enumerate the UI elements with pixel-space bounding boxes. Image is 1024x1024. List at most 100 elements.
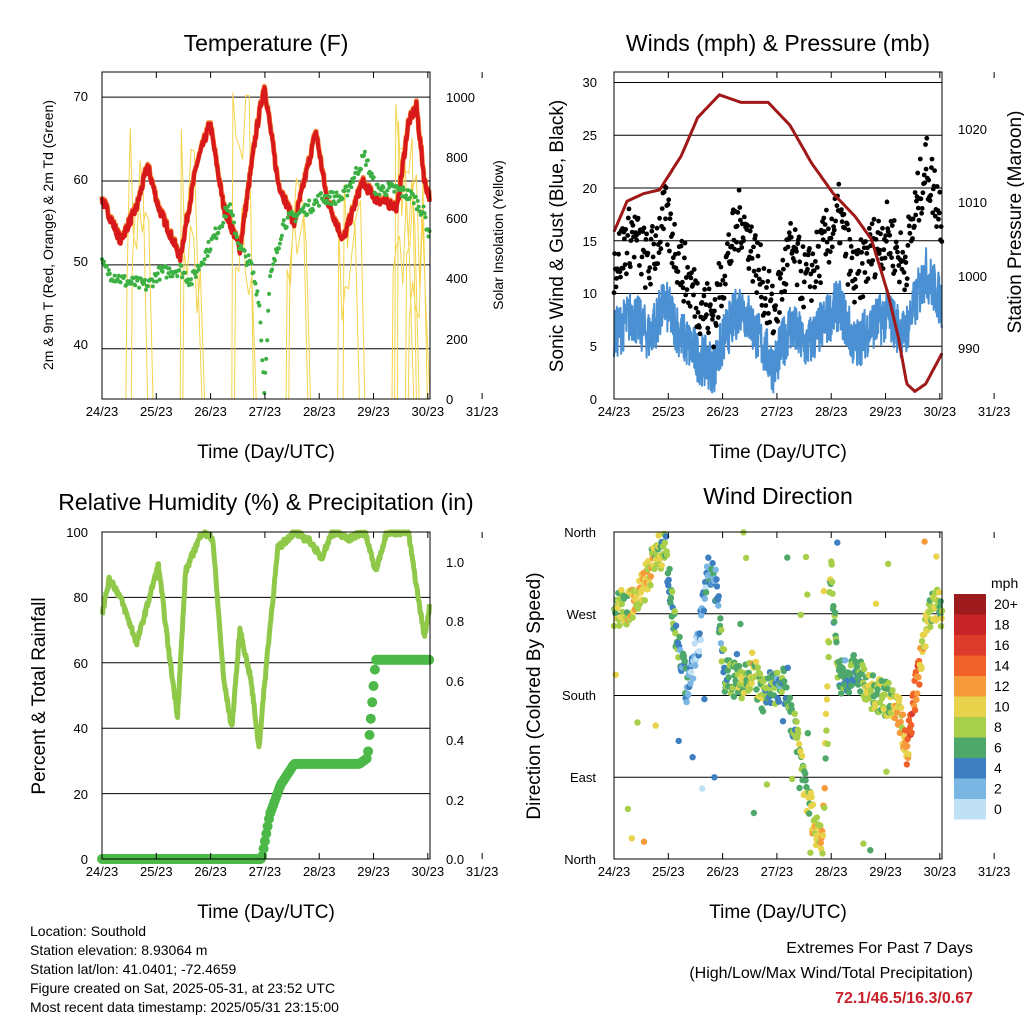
direction-point — [701, 695, 708, 703]
direction-point — [712, 566, 719, 573]
dewpoint-point — [175, 274, 180, 279]
direction-marks — [610, 529, 946, 857]
dewpoint-point — [186, 277, 190, 282]
gust-point — [680, 279, 685, 285]
direction-point — [675, 737, 682, 745]
gust-point — [907, 230, 913, 236]
direction-point — [916, 681, 923, 688]
dewpoint-point — [348, 181, 353, 186]
gust-point — [797, 259, 803, 265]
gust-point — [680, 285, 686, 291]
gust-point — [920, 190, 926, 196]
gust-point — [775, 318, 780, 324]
gust-point — [805, 266, 810, 272]
temperature-xtick-label: 29/23 — [357, 404, 390, 419]
gust-point — [869, 221, 875, 227]
dewpoint-point — [410, 192, 415, 197]
humidity-xtick-label: 24/23 — [86, 864, 119, 879]
legend-swatch — [954, 655, 986, 676]
precipitation-point — [365, 713, 376, 724]
gust-point — [618, 274, 623, 280]
humidity-title: Relative Humidity (%) & Precipitation (i… — [58, 489, 473, 515]
gust-point — [794, 249, 799, 254]
dewpoint-point — [221, 220, 226, 225]
gust-point — [901, 270, 907, 275]
gust-point — [770, 283, 775, 289]
direction-point — [822, 755, 829, 762]
direction-point — [825, 653, 832, 661]
gust-point — [728, 258, 734, 264]
dewpoint-point — [196, 267, 201, 272]
direction-point — [676, 633, 683, 641]
temperature-ylabel-right: Solar Insolation (Yellow) — [490, 160, 506, 310]
dewpoint-point — [369, 171, 374, 176]
direction-point — [715, 593, 722, 600]
precipitation-point — [261, 828, 272, 839]
dewpoint-point — [258, 320, 263, 325]
dewpoint-point — [234, 235, 239, 240]
gust-point — [884, 199, 890, 205]
dewpoint-point — [265, 338, 270, 343]
gust-point — [812, 284, 818, 290]
direction-point — [918, 665, 925, 672]
gust-point — [640, 229, 646, 234]
gust-point — [681, 298, 687, 304]
direction-point — [665, 582, 672, 589]
direction-ytick-left: South — [562, 688, 596, 703]
humidity-ytick-right: 0.6 — [446, 674, 464, 689]
dewpoint-point — [324, 198, 329, 203]
direction-point — [784, 554, 791, 561]
gust-point — [807, 246, 812, 251]
gust-point — [649, 228, 655, 234]
gust-point — [788, 221, 793, 226]
recent-timestamp: Most recent data timestamp: 2025/05/31 2… — [30, 999, 339, 1015]
gust-point — [627, 264, 633, 270]
direction-point — [903, 761, 910, 768]
gust-point — [721, 295, 727, 301]
gust-point — [872, 272, 878, 277]
gust-point — [788, 234, 794, 240]
gust-point — [661, 189, 667, 195]
gust-point — [878, 231, 883, 237]
gust-point — [716, 261, 722, 266]
dewpoint-point — [317, 203, 321, 208]
winds-ytick-right: 1010 — [958, 195, 987, 210]
gust-point — [893, 239, 899, 245]
gust-point — [848, 244, 854, 249]
direction-point — [665, 576, 672, 584]
gust-point — [900, 249, 906, 255]
direction-point — [819, 832, 827, 839]
gust-point — [675, 269, 681, 274]
direction-xtick-label: 30/23 — [924, 864, 957, 879]
station-location: Location: Southold — [30, 923, 146, 939]
gust-point — [877, 247, 883, 253]
direction-point — [891, 714, 899, 722]
gust-point — [841, 211, 847, 217]
gust-point — [653, 233, 659, 239]
gust-point — [837, 240, 843, 246]
dewpoint-point — [402, 187, 406, 192]
gust-point — [917, 156, 923, 162]
direction-point — [783, 684, 790, 691]
direction-ytick-left: North — [564, 852, 596, 867]
gust-point — [666, 197, 672, 203]
gust-point — [910, 236, 915, 241]
direction-point — [614, 604, 621, 611]
direction-point — [823, 696, 831, 703]
gust-point — [748, 248, 754, 254]
direction-point — [752, 658, 760, 666]
direction-point — [742, 554, 750, 562]
figure-created: Figure created on Sat, 2025-05-31, at 23… — [30, 980, 336, 996]
dewpoint-point — [329, 202, 334, 207]
gust-point — [617, 269, 623, 275]
winds-ylabel-left: Sonic Wind & Gust (Blue, Black) — [547, 100, 568, 372]
solar-insolation-line — [102, 92, 431, 400]
direction-point — [935, 589, 943, 596]
gust-point — [780, 257, 786, 263]
direction-point — [689, 675, 697, 682]
humidity-left-ticks: 0 20 40 60 80 100 — [66, 525, 88, 867]
dewpoint-point — [150, 284, 155, 289]
gust-point — [668, 211, 674, 217]
dewpoint-point — [404, 193, 408, 198]
direction-point — [867, 847, 874, 854]
